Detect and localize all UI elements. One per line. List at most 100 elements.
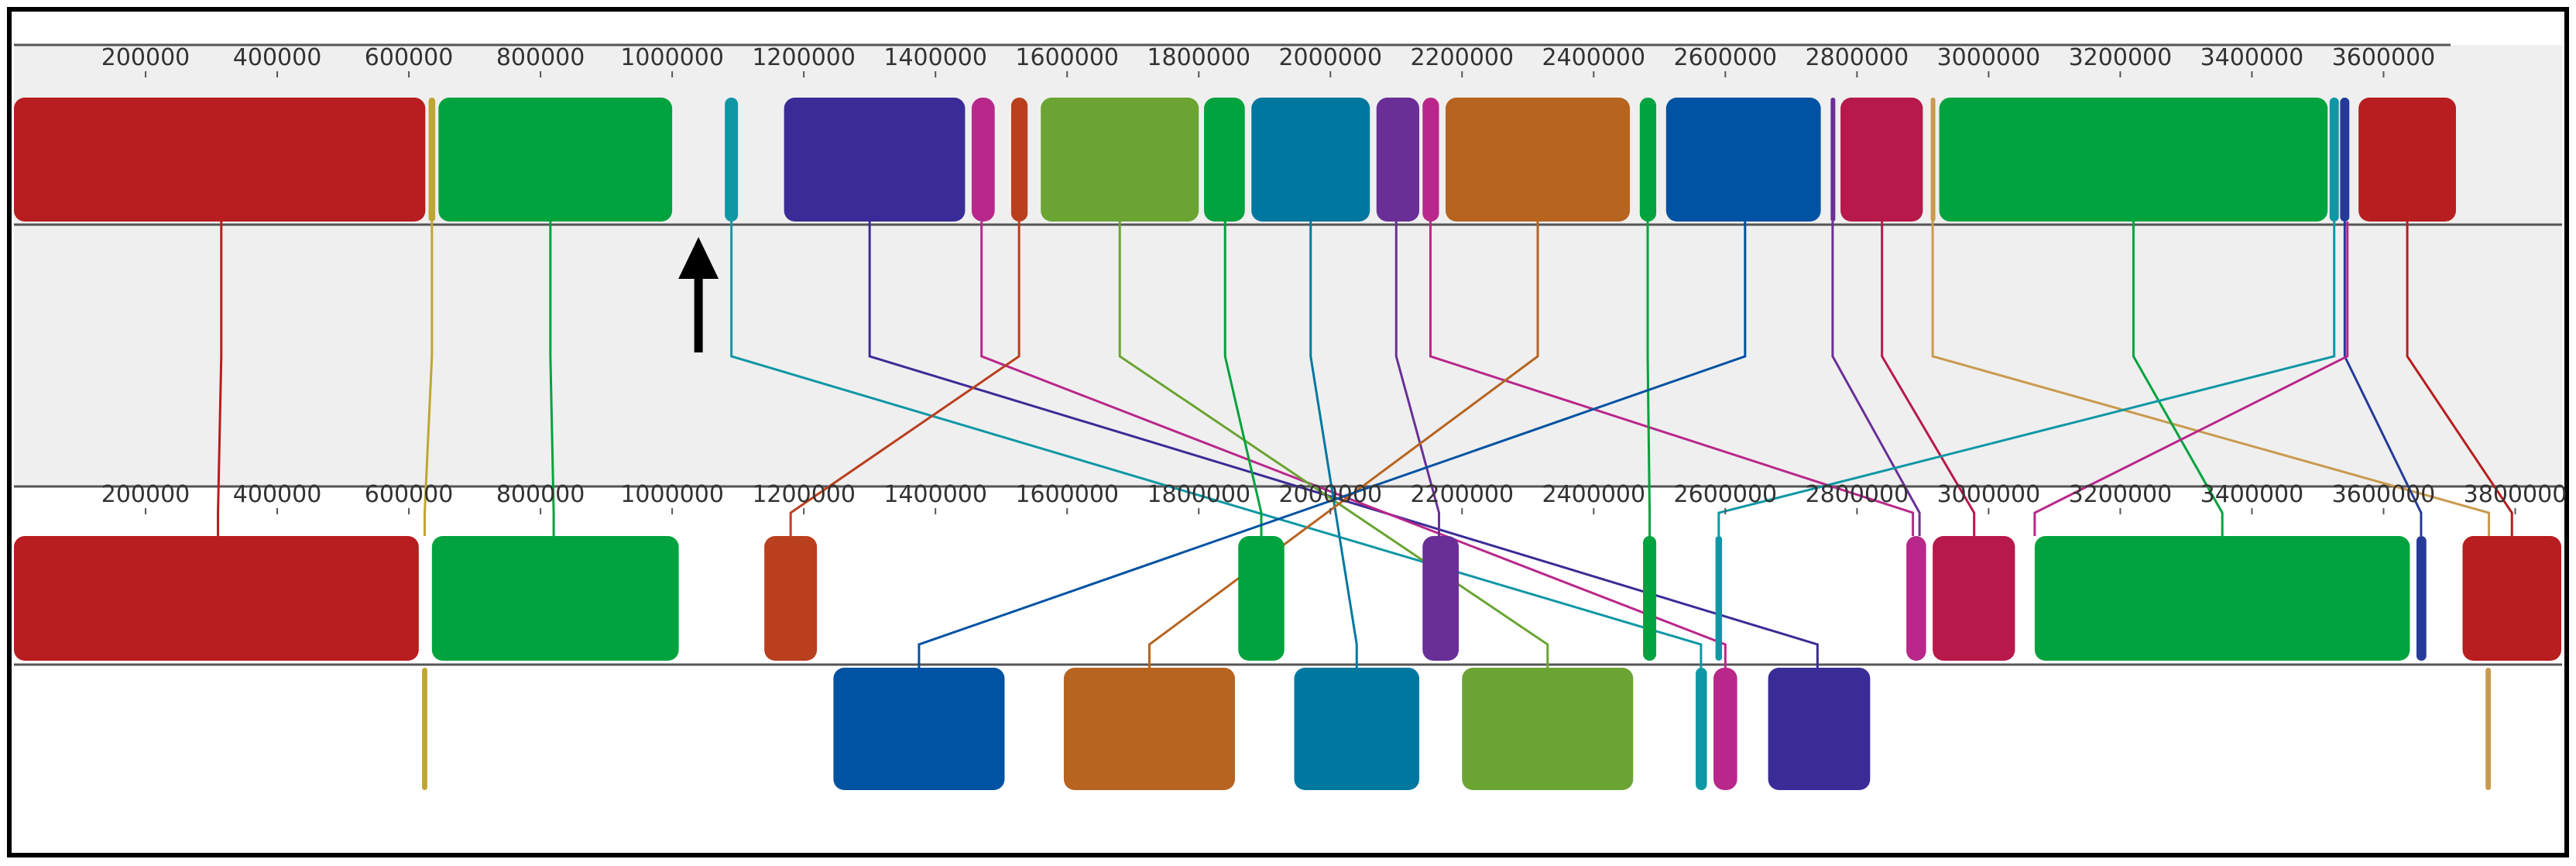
tick-label: 3200000 (2069, 481, 2173, 508)
tick-label: 3000000 (1937, 481, 2041, 508)
tick-label: 400000 (233, 481, 322, 508)
block-a20 (2329, 98, 2339, 222)
connector-a7-b4 (789, 222, 1020, 536)
tick-label: 1800000 (1147, 44, 1250, 71)
tick-label: 2400000 (1542, 44, 1646, 71)
tick-label: 1000000 (620, 481, 724, 508)
tick-label: 2200000 (1410, 481, 1514, 508)
bottom-genome-blocks (14, 536, 2561, 790)
block-a9 (1204, 98, 1245, 222)
tick-label: 1200000 (752, 44, 856, 71)
block-b6 (1063, 668, 1235, 790)
block-b7 (1238, 536, 1285, 661)
tick-label: 3000000 (1937, 44, 2041, 71)
connector-a13-b6 (1147, 222, 1539, 668)
tick-label: 1000000 (620, 44, 724, 71)
connector-a20-b13 (1717, 222, 2336, 536)
connector-a21-b19 (2343, 222, 2423, 536)
block-a17 (1840, 98, 1923, 222)
tick-label: 2000000 (1278, 44, 1382, 71)
connector-a20-b18 (2033, 222, 2349, 536)
tick-label: 2200000 (1410, 44, 1514, 71)
middle-panel-background (14, 225, 2562, 486)
block-b16 (1906, 536, 1926, 661)
tick-label: 200000 (101, 481, 190, 508)
connector-a12-b16 (1429, 222, 1915, 536)
tick-label: 3600000 (2332, 481, 2436, 508)
tick-label: 1400000 (883, 44, 987, 71)
connector-layer (217, 222, 2513, 668)
block-b21 (2462, 536, 2561, 661)
block-a12 (1422, 98, 1439, 222)
block-a21 (2340, 98, 2350, 222)
tick-label: 1800000 (1147, 481, 1250, 508)
tick-label: 1400000 (883, 481, 987, 508)
block-a5 (784, 98, 966, 222)
block-b4 (764, 536, 818, 661)
tick-label: 1600000 (1015, 481, 1119, 508)
top-genome-blocks (14, 98, 2456, 222)
block-a7 (1010, 98, 1028, 222)
tick-label: 2400000 (1542, 481, 1646, 508)
block-b20 (2485, 668, 2492, 790)
connector-a16-b16 (1831, 222, 1921, 536)
block-b19 (2416, 536, 2427, 661)
block-a2 (428, 98, 436, 222)
tick-label: 3400000 (2200, 481, 2304, 508)
tick-label: 2600000 (1674, 481, 1778, 508)
tick-label: 3600000 (2332, 44, 2436, 71)
tick-label: 2800000 (1806, 44, 1909, 71)
block-b10 (1462, 668, 1634, 790)
connector-a11-b9 (1394, 222, 1441, 536)
tick-label: 2600000 (1674, 44, 1778, 71)
block-a4 (725, 98, 739, 222)
tick-label: 800000 (496, 44, 585, 71)
tick-label: 600000 (365, 481, 454, 508)
block-a13 (1446, 98, 1631, 222)
block-a1 (14, 98, 426, 222)
tick-label: 800000 (496, 481, 585, 508)
top-axis-ticks: 200000 400000 600000 800000 1000000 1200000 14… (101, 44, 2436, 77)
block-b12 (1696, 668, 1707, 790)
block-b1 (14, 536, 419, 661)
connector-a2-b2 (423, 222, 434, 536)
block-b13 (1715, 536, 1723, 661)
connector-a18-b20 (1931, 222, 2490, 536)
block-a10 (1251, 98, 1370, 222)
block-a18 (1930, 98, 1936, 222)
tick-label: 3800000 (2464, 481, 2567, 508)
block-a3 (438, 98, 673, 222)
block-a19 (1939, 98, 2328, 222)
block-a8 (1041, 98, 1199, 222)
block-a14 (1639, 98, 1657, 222)
tick-label: 2000000 (1278, 481, 1382, 508)
tick-label: 3400000 (2200, 44, 2304, 71)
tick-label: 400000 (233, 44, 322, 71)
connector-a22-b21 (2406, 222, 2513, 536)
block-b17 (1933, 536, 2015, 661)
block-b11 (1643, 536, 1657, 661)
block-b18 (2034, 536, 2410, 661)
tick-label: 1600000 (1015, 44, 1119, 71)
block-b14 (1713, 668, 1737, 790)
tick-label: 2800000 (1806, 481, 1909, 508)
block-b8 (1294, 668, 1420, 790)
tick-label: 600000 (365, 44, 454, 71)
block-a16 (1830, 98, 1836, 222)
connector-a17-b17 (1881, 222, 1976, 536)
tick-label: 1200000 (752, 481, 856, 508)
block-a6 (971, 98, 995, 222)
connector-a1-b1 (217, 222, 223, 536)
block-a11 (1376, 98, 1420, 222)
connector-a6-b14 (980, 222, 1727, 668)
up-arrow-icon (678, 237, 719, 352)
block-a15 (1665, 98, 1821, 222)
block-b2 (422, 668, 427, 790)
tick-label: 3200000 (2069, 44, 2173, 71)
connector-a14-b11 (1646, 222, 1652, 536)
block-b3 (431, 536, 679, 661)
tick-label: 200000 (101, 44, 190, 71)
block-b9 (1422, 536, 1460, 661)
connector-a19-b18 (2132, 222, 2224, 536)
